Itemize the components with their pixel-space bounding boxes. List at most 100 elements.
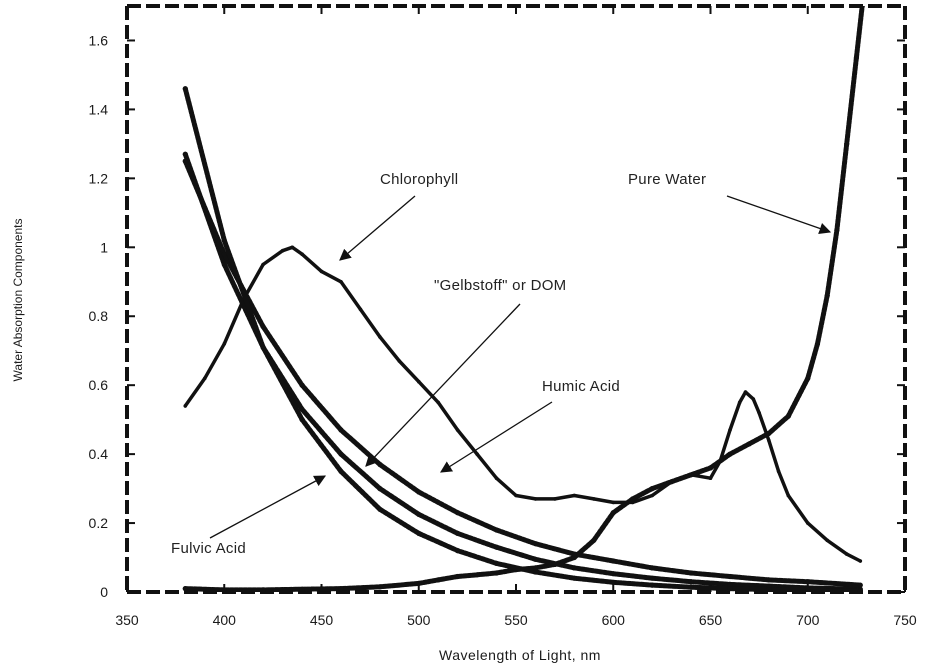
data-point (455, 548, 460, 553)
data-point (845, 552, 849, 556)
x-tick-label: 500 (407, 612, 431, 628)
data-point (359, 308, 363, 312)
data-point (766, 431, 771, 436)
series-line (185, 6, 862, 590)
data-point (183, 586, 188, 591)
annotation-label-fulvic-acid: Fulvic Acid (171, 540, 246, 557)
x-tick-label: 650 (699, 612, 723, 628)
data-point (261, 587, 266, 592)
data-point (339, 280, 343, 284)
data-point (475, 452, 479, 456)
data-point (669, 479, 674, 484)
annotation-arrow (210, 476, 325, 538)
x-tick-label: 700 (796, 612, 820, 628)
y-tick-label: 1.4 (89, 101, 109, 117)
data-point (757, 411, 761, 415)
data-point (436, 401, 440, 405)
data-point (300, 252, 304, 256)
data-point (533, 541, 538, 546)
data-point (494, 561, 499, 566)
data-point (825, 539, 829, 543)
data-point (377, 486, 382, 491)
data-point (573, 494, 577, 498)
data-point (456, 428, 460, 432)
annotation-label-humic-acid: Humic Acid (542, 378, 620, 395)
data-point (688, 579, 693, 584)
data-point (533, 569, 538, 574)
annotation-arrow (366, 304, 520, 466)
data-point (261, 263, 265, 267)
annotation-label-chlorophyll: Chlorophyll (380, 171, 458, 188)
data-point (291, 246, 295, 250)
y-tick-label: 0.4 (89, 446, 109, 462)
data-point (436, 577, 441, 582)
data-point (222, 238, 227, 243)
data-point (806, 521, 810, 525)
series-line (185, 89, 860, 591)
data-point (455, 574, 460, 579)
data-point (553, 497, 557, 501)
x-tick-label: 450 (310, 612, 334, 628)
data-point (223, 342, 227, 346)
data-point (805, 579, 810, 584)
data-point (611, 571, 616, 576)
series-fulvic-acid (183, 86, 863, 594)
data-point (377, 584, 382, 589)
data-point (300, 417, 305, 422)
data-point (320, 270, 324, 274)
data-point (650, 486, 655, 491)
series-line (185, 161, 860, 585)
data-point (495, 476, 499, 480)
y-tick-label: 0.8 (89, 308, 109, 324)
data-point (688, 570, 693, 575)
series-humic-acid (183, 159, 863, 588)
y-axis-label: Water Absorption Components (11, 219, 25, 382)
data-point (222, 587, 227, 592)
data-point (752, 397, 756, 401)
y-tick-label: 0 (100, 584, 108, 600)
data-point (338, 586, 343, 591)
data-point (612, 501, 616, 505)
x-tick-label: 550 (504, 612, 528, 628)
data-point (378, 335, 382, 339)
data-point (592, 497, 596, 501)
data-point (650, 583, 655, 588)
data-point (766, 587, 771, 592)
x-tick-label: 600 (602, 612, 626, 628)
data-point (708, 465, 713, 470)
data-point (300, 587, 305, 592)
data-point (688, 472, 693, 477)
series-pure-water (183, 3, 865, 592)
data-point (630, 496, 635, 501)
data-point (854, 55, 859, 60)
data-point (858, 583, 863, 588)
y-tick-label: 1.2 (89, 170, 109, 186)
annotation-arrow (727, 196, 830, 232)
x-tick-label: 750 (893, 612, 917, 628)
data-point (727, 586, 732, 591)
data-point (533, 557, 538, 562)
data-point (786, 414, 791, 419)
data-point (398, 359, 402, 363)
data-point (281, 249, 285, 253)
data-point (203, 377, 207, 381)
data-point (688, 585, 693, 590)
data-point (825, 293, 830, 298)
data-point (611, 510, 616, 515)
data-point (494, 527, 499, 532)
data-point (611, 580, 616, 585)
data-point (494, 545, 499, 550)
data-point (455, 531, 460, 536)
data-point (416, 581, 421, 586)
data-point (184, 404, 188, 408)
data-point (744, 390, 748, 394)
annotation-label-gelbstoff-or-dom: "Gelbstoff" or DOM (434, 277, 566, 294)
data-point (859, 559, 863, 563)
data-point (475, 572, 480, 577)
data-point (300, 383, 305, 388)
data-point (728, 428, 732, 432)
data-point (844, 141, 849, 146)
y-tick-label: 1.6 (89, 32, 109, 48)
data-point (417, 380, 421, 384)
data-point (377, 507, 382, 512)
